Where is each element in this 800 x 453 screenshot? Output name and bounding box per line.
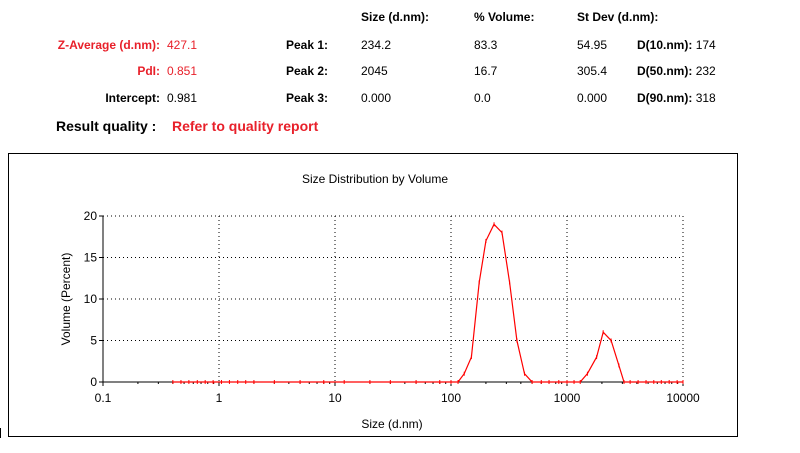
peak-2-volume: 16.7	[474, 64, 498, 78]
peak-3-size: 0.000	[361, 91, 392, 105]
d90-label: D(90.nm):	[637, 91, 693, 105]
size-distribution-chart: Size Distribution by Volume Size (d.nm) …	[59, 172, 700, 431]
y-axis-label: Volume (Percent)	[59, 253, 73, 346]
z-average-label: Z-Average (d.nm):	[57, 38, 160, 52]
x-tick-label: 10000	[666, 391, 700, 405]
peak-3-volume: 0.0	[474, 91, 491, 105]
x-tick-label: 1	[216, 391, 223, 405]
peak-1-size: 234.2	[361, 38, 392, 52]
intercept-label: Intercept:	[105, 91, 160, 105]
volume-distribution-line	[172, 223, 683, 383]
chart-panel: Size Distribution by Volume Size (d.nm) …	[8, 153, 738, 437]
d10-label: D(10.nm):	[637, 38, 693, 52]
pdi-label: PdI:	[137, 64, 160, 78]
plot-area	[172, 222, 684, 384]
x-axis-label: Size (d.nm)	[361, 417, 422, 431]
d50-value: 232	[695, 64, 716, 78]
result-quality-link[interactable]: Refer to quality report	[172, 118, 319, 134]
column-header-stdev: St Dev (d.nm):	[577, 10, 659, 24]
column-header-size: Size (d.nm):	[361, 10, 429, 24]
y-tick-label: 5	[90, 334, 97, 348]
ticks: 0.1 1 10 100 1000 10000 0 5 10 15 20	[84, 209, 700, 405]
peak-1-label: Peak 1:	[286, 38, 329, 52]
d90-value: 318	[695, 91, 716, 105]
peak-2-label: Peak 2:	[286, 64, 329, 78]
chart-title: Size Distribution by Volume	[302, 172, 448, 186]
pdi-value: 0.851	[167, 64, 198, 78]
d10-value: 174	[695, 38, 716, 52]
z-average-value: 427.1	[167, 38, 198, 52]
peak-3-stdev: 0.000	[577, 91, 608, 105]
intercept-value: 0.981	[167, 91, 198, 105]
x-tick-label: 100	[441, 391, 461, 405]
d50-label: D(50.nm):	[637, 64, 693, 78]
peak-3-label: Peak 3:	[286, 91, 329, 105]
x-tick-label: 0.1	[95, 391, 112, 405]
column-header-volume: % Volume:	[474, 10, 535, 24]
y-tick-label: 10	[84, 292, 98, 306]
x-tick-label: 10	[328, 391, 342, 405]
y-tick-label: 0	[90, 375, 97, 389]
y-tick-label: 20	[84, 209, 98, 223]
grid	[103, 215, 684, 382]
edge-mark	[0, 428, 1, 438]
result-quality-label: Result quality :	[56, 118, 157, 134]
y-tick-label: 15	[84, 251, 98, 265]
x-tick-label: 1000	[554, 391, 581, 405]
peak-1-stdev: 54.95	[577, 38, 608, 52]
peak-1-volume: 83.3	[474, 38, 498, 52]
peak-2-size: 2045	[361, 64, 388, 78]
peak-2-stdev: 305.4	[577, 64, 608, 78]
